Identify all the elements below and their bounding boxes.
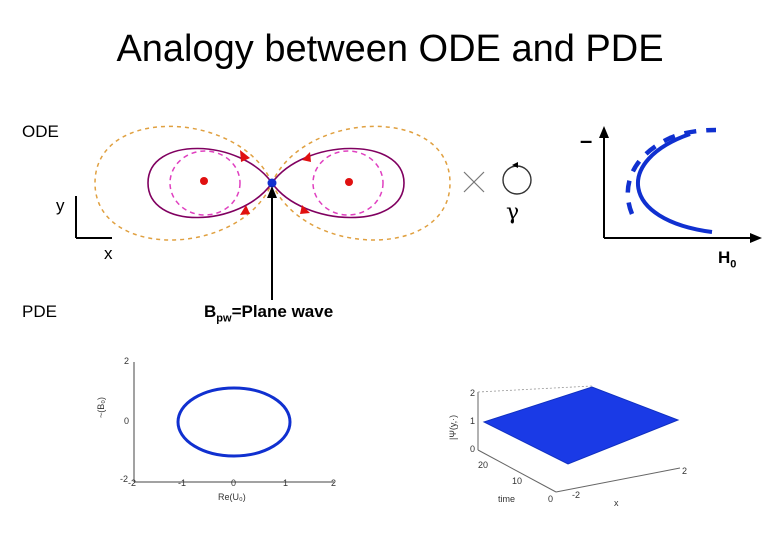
ode-label: ODE bbox=[22, 122, 59, 141]
right-ztick-mid: 1 bbox=[470, 416, 476, 426]
arrow-3 bbox=[240, 205, 250, 215]
x-axis-label: x bbox=[104, 244, 113, 263]
left-ylabel: ~(B₀) bbox=[96, 397, 106, 418]
right-time-label: time bbox=[498, 494, 516, 504]
left-xtick-5: 2 bbox=[331, 478, 337, 488]
page-title: Analogy between ODE and PDE bbox=[116, 28, 664, 70]
inner-dashed-left bbox=[169, 150, 241, 216]
gamma-label: γ bbox=[506, 200, 520, 225]
left-xtick-4: 1 bbox=[283, 478, 289, 488]
right-time-tick-10: 10 bbox=[512, 476, 523, 486]
pde-label: PDE bbox=[22, 302, 57, 321]
right-ztick-top: 2 bbox=[470, 388, 476, 398]
right-time-tick-20: 20 bbox=[478, 460, 489, 470]
left-xtick-1: -2 bbox=[128, 478, 137, 488]
minus-label: – bbox=[580, 128, 593, 153]
right-xlabel: x bbox=[614, 498, 619, 508]
plane-wave-label: Bpw=Plane wave bbox=[204, 302, 334, 325]
right-xtick-2: 2 bbox=[682, 466, 688, 476]
pde-surface bbox=[482, 386, 680, 465]
cross-line-2 bbox=[463, 171, 485, 193]
h0-label: H0 bbox=[718, 248, 737, 271]
arrow-1 bbox=[240, 150, 250, 162]
bifurcation-dashed-branch bbox=[625, 127, 717, 215]
periodic-orbit-arrow bbox=[512, 162, 518, 168]
y-axis-label: y bbox=[56, 196, 65, 215]
left-ytick-top: 2 bbox=[124, 356, 130, 366]
right-time-tick-0: 0 bbox=[548, 494, 554, 504]
pde-phase-plot bbox=[133, 362, 334, 483]
left-xtick-3: 0 bbox=[231, 478, 237, 488]
periodic-orbit-circle bbox=[502, 165, 532, 195]
pde-surface-plot bbox=[477, 385, 681, 493]
connector-arrowhead bbox=[267, 186, 277, 198]
bifurcation-y-arrowhead bbox=[599, 126, 609, 138]
left-xlabel: Re(U₀) bbox=[218, 492, 246, 502]
left-xtick-2: -1 bbox=[178, 478, 187, 488]
left-ytick-mid: 0 bbox=[124, 416, 130, 426]
inner-dashed-right bbox=[312, 150, 384, 216]
left-ytick-bottom: -2 bbox=[120, 474, 129, 484]
right-ztick-bottom: 0 bbox=[470, 444, 476, 454]
saddle-point bbox=[267, 178, 277, 188]
center-point-right bbox=[345, 178, 353, 186]
bifurcation-x-arrowhead bbox=[750, 233, 762, 243]
bifurcation-solid-branch bbox=[636, 132, 713, 234]
arrow-2 bbox=[302, 152, 311, 162]
pde-orbit bbox=[176, 386, 292, 458]
right-zlabel: |Ψ(y,·) bbox=[448, 414, 458, 440]
arrow-4 bbox=[300, 205, 310, 214]
center-point-left bbox=[200, 177, 208, 185]
right-xtick-neg2: -2 bbox=[572, 490, 581, 500]
